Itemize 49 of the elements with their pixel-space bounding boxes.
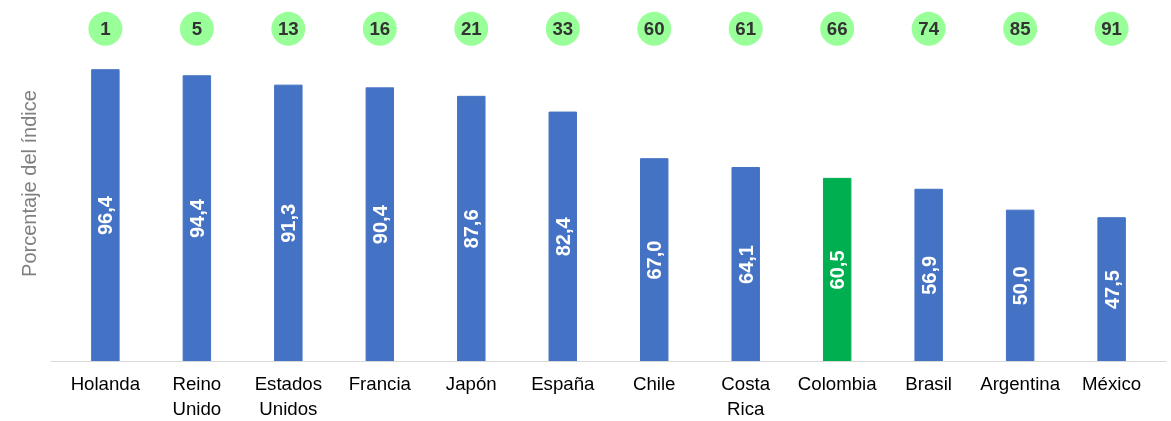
bar [182,75,212,362]
text: 5 [191,18,203,40]
x-tick-label: México [1082,372,1142,394]
data-label: 94,4 [185,198,208,239]
bar [914,188,943,362]
x-tick-label: Japón [445,372,497,394]
x-tick-label: Brasil [905,372,952,394]
text: 16 [369,18,391,40]
x-tick-label: Holanda [70,372,141,394]
data-label: 67,0 [643,240,666,280]
bar [1005,209,1035,362]
data-label: 47,5 [1100,270,1123,310]
x-tick-label: Argentina [980,372,1061,394]
data-label: 82,4 [551,216,574,257]
bar [822,177,852,362]
data-label: 60,5 [826,250,849,290]
x-tick-label: Francia [348,372,412,394]
text: 61 [735,18,757,40]
bar [274,84,303,362]
text: 1 [100,18,111,40]
text: 74 [918,18,940,40]
bar [457,95,486,362]
bar [731,166,760,362]
x-tick-label: Reino Unido [172,372,222,419]
text: 60 [643,18,665,40]
text: 33 [552,18,574,40]
x-tick-label: Estados Unidos [254,372,323,419]
bar [548,111,577,362]
bar [365,87,395,362]
text: 85 [1009,18,1031,40]
y-axis-title: Porcentaje del índice [17,90,40,277]
x-tick-label: Costa Rica [721,372,771,419]
text: 13 [277,18,299,40]
data-label: 56,9 [917,255,940,295]
text: 21 [460,18,482,40]
x-tick-label: Colombia [797,372,878,394]
data-label: 64,1 [734,245,757,284]
text: 91 [1101,18,1122,40]
data-label: 91,3 [277,203,300,243]
x-tick-label: España [531,372,596,394]
x-tick-label: Chile [632,372,676,394]
data-label: 50,0 [1009,266,1032,306]
bar [640,158,669,362]
data-label: 90,4 [368,204,391,245]
data-label: 87,6 [460,209,483,249]
bar [91,69,120,362]
text: 66 [826,18,848,40]
data-label: 96,4 [94,195,117,236]
bar [1097,217,1126,362]
